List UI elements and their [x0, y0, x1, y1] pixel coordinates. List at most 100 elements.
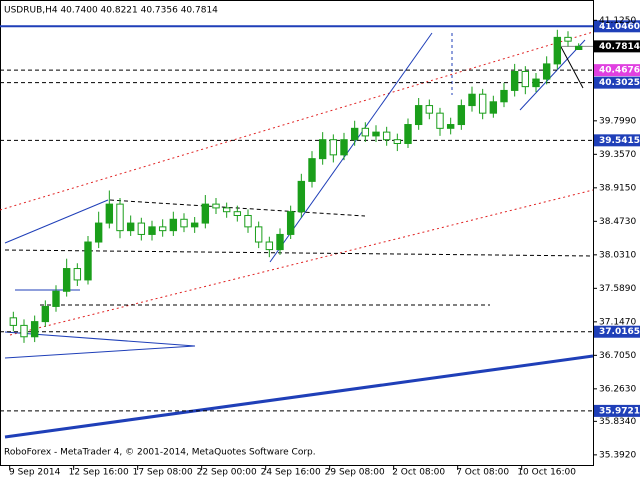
y-tick-label: 38.4730 — [599, 217, 636, 227]
candle-body — [425, 105, 434, 114]
level-label-box — [594, 134, 640, 147]
forecast-line — [559, 44, 584, 89]
candle-body — [478, 93, 487, 114]
candle-body — [265, 241, 274, 251]
level-label-box — [594, 76, 640, 89]
dashed-line — [4, 249, 594, 257]
candle-body — [382, 131, 391, 141]
x-tick-label: 12 Sep 16:00 — [69, 468, 129, 478]
candle-body — [52, 290, 60, 307]
candle-body — [553, 36, 562, 65]
x-tick-label: 17 Sep 08:00 — [133, 468, 193, 478]
candle-body — [20, 324, 28, 338]
level-label: 39.5415 — [599, 136, 640, 146]
level-label: 37.0165 — [599, 327, 640, 337]
level-label-box — [594, 325, 640, 338]
candle-body — [233, 211, 242, 216]
trend-line — [519, 39, 586, 111]
chart-title: USDRUB,H4 40.7400 40.8221 40.7356 40.781… — [4, 6, 218, 16]
analysis-lines — [0, 31, 594, 439]
candle-body — [500, 89, 508, 103]
candle-body — [436, 112, 444, 129]
candle-body — [340, 139, 348, 156]
candle-body — [30, 321, 39, 338]
y-tick-label: 41.1250 — [599, 16, 636, 26]
x-tick-label: 22 Sep 00:00 — [197, 468, 257, 478]
x-tick-label: 7 Oct 08:00 — [456, 468, 509, 478]
candle-body — [222, 207, 231, 213]
candle-body — [361, 127, 370, 137]
candle-body — [521, 70, 530, 88]
level-label: 40.4676 — [599, 66, 640, 76]
candle-body — [350, 127, 359, 141]
levels: 41.0460 40.4676 40.3025 39.5415 37.0165 35.97… — [0, 20, 640, 417]
candle-body — [286, 211, 295, 235]
candle-body — [468, 93, 476, 107]
candle-body — [404, 124, 412, 144]
y-tick-label: 39.7990 — [599, 116, 636, 126]
y-tick-label: 39.3570 — [599, 150, 636, 160]
y-tick-label: 37.5890 — [599, 284, 636, 294]
candle-body — [414, 105, 423, 126]
x-tick-label: 2 Oct 08:00 — [392, 468, 445, 478]
candle-body — [9, 317, 18, 326]
candle-body — [126, 222, 135, 232]
x-tick-label: 24 Sep 16:00 — [261, 468, 321, 478]
x-tick-label: 9 Sep 2014 — [9, 468, 61, 478]
trend-line — [269, 32, 433, 263]
y-tick-label: 36.2630 — [599, 384, 636, 394]
candle-body — [542, 63, 551, 80]
plot-frame — [0, 0, 594, 466]
candle-body — [201, 203, 210, 224]
level-label-box — [594, 20, 640, 33]
y-tick-label: 37.1470 — [599, 317, 636, 327]
candle-body — [244, 214, 252, 228]
candle-body — [180, 218, 188, 228]
trend-line — [4, 354, 594, 439]
candle-body — [190, 222, 199, 228]
candle-body — [532, 78, 540, 88]
y-tick-label: 36.7050 — [599, 351, 636, 361]
candle-body — [564, 36, 572, 42]
y-tick-label: 35.3920 — [599, 450, 636, 460]
level-label: 41.0460 — [599, 22, 640, 32]
candles — [9, 29, 583, 343]
channel-line — [9, 189, 594, 336]
candle-body — [41, 305, 50, 323]
footer: RoboForex - MetaTrader 4, © 2001-2014, M… — [4, 448, 316, 458]
candle-body — [148, 226, 156, 235]
candle-body — [158, 226, 167, 232]
candle-body — [212, 203, 220, 209]
candle-body — [73, 268, 82, 281]
trend-line — [4, 345, 196, 359]
candle-body — [574, 45, 583, 50]
candle-body — [94, 222, 103, 243]
level-label: 35.9721 — [599, 406, 640, 416]
y-tick-label: 38.9150 — [599, 183, 636, 193]
candle-body — [489, 101, 498, 114]
level-label: 40.3025 — [599, 78, 640, 88]
channel-line — [0, 31, 594, 211]
candle-body — [457, 105, 466, 126]
candle-body — [510, 70, 519, 91]
candle-body — [116, 203, 124, 232]
candle-body — [393, 139, 402, 144]
candle-body — [276, 233, 284, 251]
y-tick-label: 38.0310 — [599, 250, 636, 260]
price-axis: 41.1250 39.7990 39.3570 38.9150 38.4730 38.03… — [593, 16, 636, 460]
candle-body — [372, 131, 380, 137]
y-tick-label: 35.8340 — [599, 417, 636, 427]
x-tick-label: 29 Sep 08:00 — [325, 468, 385, 478]
current-price-label-box — [594, 40, 640, 53]
candle-body — [329, 139, 338, 156]
candle-body — [169, 218, 178, 232]
candle-body — [446, 124, 455, 129]
candle-body — [105, 203, 114, 224]
trend-line — [4, 199, 109, 244]
candle-body — [318, 139, 327, 160]
candle-body — [62, 268, 71, 292]
candle-body — [308, 158, 316, 182]
candle-body — [137, 222, 146, 235]
candle-body — [84, 241, 92, 281]
